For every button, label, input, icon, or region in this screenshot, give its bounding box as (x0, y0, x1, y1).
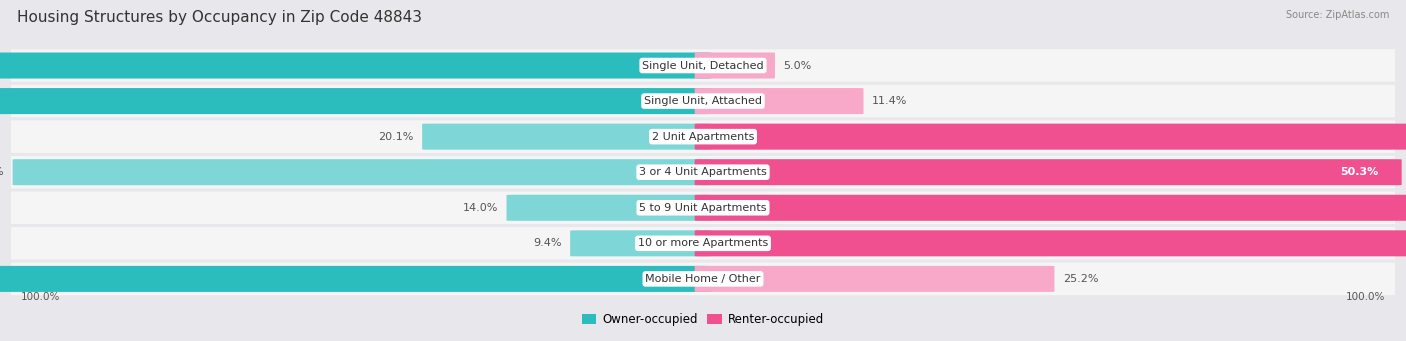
Text: Mobile Home / Other: Mobile Home / Other (645, 274, 761, 284)
Text: 100.0%: 100.0% (21, 292, 60, 302)
Text: Housing Structures by Occupancy in Zip Code 48843: Housing Structures by Occupancy in Zip C… (17, 10, 422, 25)
FancyBboxPatch shape (506, 195, 711, 221)
FancyBboxPatch shape (7, 49, 1399, 82)
Text: 14.0%: 14.0% (463, 203, 498, 213)
FancyBboxPatch shape (695, 230, 1406, 256)
FancyBboxPatch shape (0, 53, 711, 78)
FancyBboxPatch shape (7, 120, 1399, 153)
FancyBboxPatch shape (7, 85, 1399, 117)
Text: Single Unit, Attached: Single Unit, Attached (644, 96, 762, 106)
FancyBboxPatch shape (695, 124, 1406, 150)
FancyBboxPatch shape (695, 195, 1406, 221)
Text: 5.0%: 5.0% (783, 60, 811, 71)
Text: 100.0%: 100.0% (1346, 292, 1385, 302)
FancyBboxPatch shape (422, 124, 711, 150)
Legend: Owner-occupied, Renter-occupied: Owner-occupied, Renter-occupied (578, 308, 828, 330)
FancyBboxPatch shape (13, 159, 711, 185)
FancyBboxPatch shape (7, 263, 1399, 295)
Text: Single Unit, Detached: Single Unit, Detached (643, 60, 763, 71)
FancyBboxPatch shape (695, 88, 863, 114)
FancyBboxPatch shape (571, 230, 711, 256)
FancyBboxPatch shape (7, 156, 1399, 189)
FancyBboxPatch shape (0, 266, 711, 292)
FancyBboxPatch shape (695, 159, 1402, 185)
FancyBboxPatch shape (695, 53, 775, 78)
Text: 11.4%: 11.4% (872, 96, 907, 106)
Text: 49.7%: 49.7% (0, 167, 4, 177)
Text: 9.4%: 9.4% (533, 238, 562, 248)
Text: Source: ZipAtlas.com: Source: ZipAtlas.com (1285, 10, 1389, 20)
Text: 2 Unit Apartments: 2 Unit Apartments (652, 132, 754, 142)
Text: 5 to 9 Unit Apartments: 5 to 9 Unit Apartments (640, 203, 766, 213)
Text: 20.1%: 20.1% (378, 132, 413, 142)
FancyBboxPatch shape (695, 266, 1054, 292)
Text: 3 or 4 Unit Apartments: 3 or 4 Unit Apartments (640, 167, 766, 177)
FancyBboxPatch shape (7, 192, 1399, 224)
Text: 10 or more Apartments: 10 or more Apartments (638, 238, 768, 248)
Text: 25.2%: 25.2% (1063, 274, 1098, 284)
FancyBboxPatch shape (7, 227, 1399, 260)
FancyBboxPatch shape (0, 88, 711, 114)
Text: 50.3%: 50.3% (1340, 167, 1378, 177)
